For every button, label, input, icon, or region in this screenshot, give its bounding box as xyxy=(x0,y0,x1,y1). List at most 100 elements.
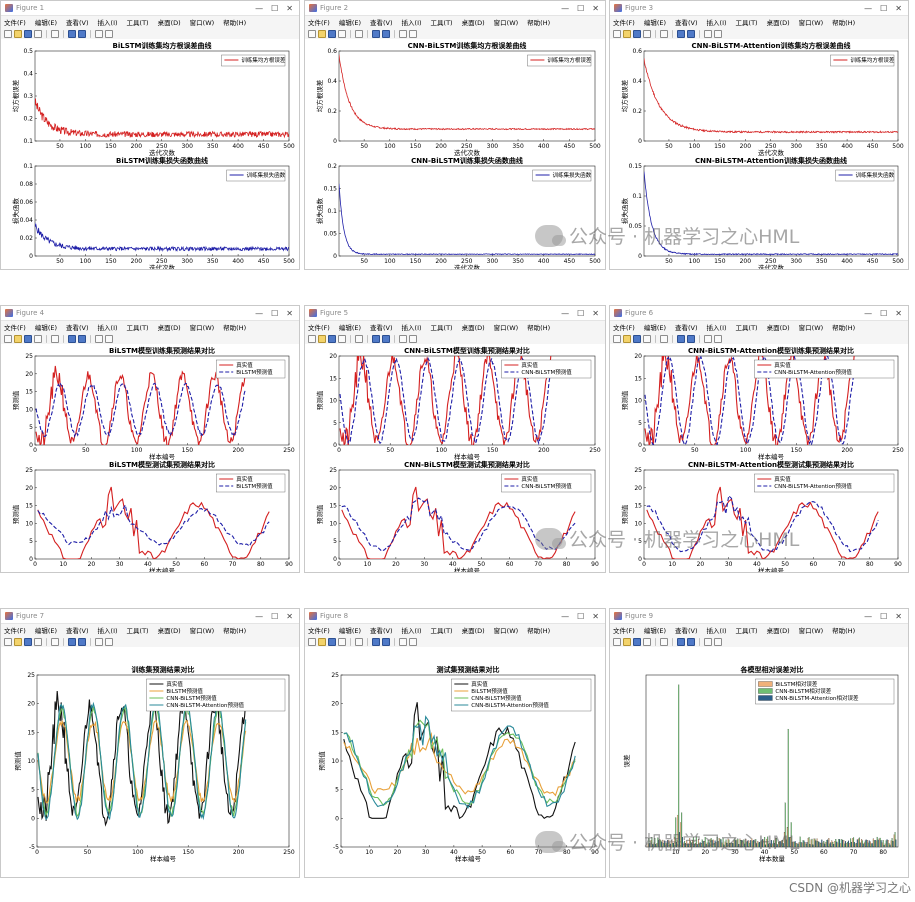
minimize-button[interactable]: — xyxy=(255,611,264,621)
open-folder-icon[interactable] xyxy=(318,637,326,646)
edit-plot-icon[interactable] xyxy=(51,29,59,38)
grid-icon[interactable] xyxy=(714,334,722,343)
legend-icon[interactable] xyxy=(399,637,407,646)
menu-item-3[interactable]: 查看(V) xyxy=(370,627,393,635)
print-icon[interactable] xyxy=(34,637,42,646)
menu-item-8[interactable]: 帮助(H) xyxy=(223,19,247,27)
link-icon[interactable] xyxy=(372,29,380,38)
save-icon[interactable] xyxy=(328,29,336,38)
minimize-button[interactable]: — xyxy=(561,308,570,318)
link-icon[interactable] xyxy=(677,29,685,38)
maximize-button[interactable]: ☐ xyxy=(577,308,585,318)
save-icon[interactable] xyxy=(24,29,32,38)
insert-colorbar-icon[interactable] xyxy=(382,637,390,646)
close-button[interactable]: ✕ xyxy=(286,308,293,318)
menu-item-2[interactable]: 编辑(E) xyxy=(643,627,666,635)
grid-icon[interactable] xyxy=(409,29,417,38)
edit-plot-icon[interactable] xyxy=(355,637,363,646)
legend-icon[interactable] xyxy=(704,637,712,646)
new-file-icon[interactable] xyxy=(613,29,621,38)
menu-item-3[interactable]: 查看(V) xyxy=(370,324,393,332)
save-icon[interactable] xyxy=(633,29,641,38)
legend-icon[interactable] xyxy=(399,334,407,343)
menu-item-2[interactable]: 编辑(E) xyxy=(643,324,666,332)
edit-plot-icon[interactable] xyxy=(51,637,59,646)
menu-item-7[interactable]: 窗口(W) xyxy=(493,627,519,635)
menu-item-6[interactable]: 桌面(D) xyxy=(766,324,790,332)
menu-item-2[interactable]: 编辑(E) xyxy=(34,324,57,332)
new-file-icon[interactable] xyxy=(308,334,316,343)
new-file-icon[interactable] xyxy=(4,29,12,38)
insert-colorbar-icon[interactable] xyxy=(687,29,695,38)
menu-item-8[interactable]: 帮助(H) xyxy=(527,19,551,27)
open-folder-icon[interactable] xyxy=(623,637,631,646)
link-icon[interactable] xyxy=(677,637,685,646)
menu-item-2[interactable]: 编辑(E) xyxy=(338,324,361,332)
menu-item-1[interactable]: 文件(F) xyxy=(613,627,635,635)
menu-item-6[interactable]: 桌面(D) xyxy=(766,627,790,635)
menu-item-8[interactable]: 帮助(H) xyxy=(832,19,856,27)
menu-item-4[interactable]: 插入(I) xyxy=(97,324,118,332)
grid-icon[interactable] xyxy=(409,637,417,646)
maximize-button[interactable]: ☐ xyxy=(271,3,279,13)
menu-item-3[interactable]: 查看(V) xyxy=(66,627,89,635)
open-folder-icon[interactable] xyxy=(318,29,326,38)
minimize-button[interactable]: — xyxy=(864,611,873,621)
print-icon[interactable] xyxy=(34,29,42,38)
grid-icon[interactable] xyxy=(714,29,722,38)
menu-item-5[interactable]: 工具(T) xyxy=(735,627,758,635)
menu-item-6[interactable]: 桌面(D) xyxy=(461,627,485,635)
open-folder-icon[interactable] xyxy=(623,29,631,38)
menu-item-1[interactable]: 文件(F) xyxy=(308,19,330,27)
insert-colorbar-icon[interactable] xyxy=(382,29,390,38)
menu-item-3[interactable]: 查看(V) xyxy=(675,19,698,27)
legend-icon[interactable] xyxy=(95,637,103,646)
legend-icon[interactable] xyxy=(704,334,712,343)
link-icon[interactable] xyxy=(68,334,76,343)
grid-icon[interactable] xyxy=(714,637,722,646)
menu-item-6[interactable]: 桌面(D) xyxy=(157,324,181,332)
print-icon[interactable] xyxy=(643,637,651,646)
maximize-button[interactable]: ☐ xyxy=(880,3,888,13)
insert-colorbar-icon[interactable] xyxy=(687,637,695,646)
menu-item-1[interactable]: 文件(F) xyxy=(4,19,26,27)
save-icon[interactable] xyxy=(328,334,336,343)
menu-item-1[interactable]: 文件(F) xyxy=(308,627,330,635)
legend-icon[interactable] xyxy=(95,29,103,38)
edit-plot-icon[interactable] xyxy=(355,334,363,343)
menu-item-7[interactable]: 窗口(W) xyxy=(798,324,824,332)
link-icon[interactable] xyxy=(68,637,76,646)
menu-item-4[interactable]: 插入(I) xyxy=(706,19,727,27)
menu-item-2[interactable]: 编辑(E) xyxy=(34,19,57,27)
new-file-icon[interactable] xyxy=(4,637,12,646)
print-icon[interactable] xyxy=(338,29,346,38)
menu-item-2[interactable]: 编辑(E) xyxy=(338,19,361,27)
grid-icon[interactable] xyxy=(409,334,417,343)
link-icon[interactable] xyxy=(372,637,380,646)
print-icon[interactable] xyxy=(338,334,346,343)
menu-item-2[interactable]: 编辑(E) xyxy=(643,19,666,27)
menu-item-8[interactable]: 帮助(H) xyxy=(527,627,551,635)
menu-item-8[interactable]: 帮助(H) xyxy=(527,324,551,332)
new-file-icon[interactable] xyxy=(308,637,316,646)
link-icon[interactable] xyxy=(372,334,380,343)
legend-icon[interactable] xyxy=(399,29,407,38)
close-button[interactable]: ✕ xyxy=(286,3,293,13)
menu-item-7[interactable]: 窗口(W) xyxy=(189,324,215,332)
menu-item-7[interactable]: 窗口(W) xyxy=(189,19,215,27)
grid-icon[interactable] xyxy=(105,29,113,38)
menu-item-2[interactable]: 编辑(E) xyxy=(338,627,361,635)
menu-item-8[interactable]: 帮助(H) xyxy=(223,627,247,635)
minimize-button[interactable]: — xyxy=(255,3,264,13)
open-folder-icon[interactable] xyxy=(623,334,631,343)
maximize-button[interactable]: ☐ xyxy=(271,611,279,621)
legend-icon[interactable] xyxy=(704,29,712,38)
maximize-button[interactable]: ☐ xyxy=(577,3,585,13)
maximize-button[interactable]: ☐ xyxy=(880,308,888,318)
open-folder-icon[interactable] xyxy=(14,29,22,38)
menu-item-3[interactable]: 查看(V) xyxy=(675,627,698,635)
menu-item-5[interactable]: 工具(T) xyxy=(126,19,149,27)
minimize-button[interactable]: — xyxy=(561,611,570,621)
menu-item-4[interactable]: 插入(I) xyxy=(706,324,727,332)
minimize-button[interactable]: — xyxy=(255,308,264,318)
